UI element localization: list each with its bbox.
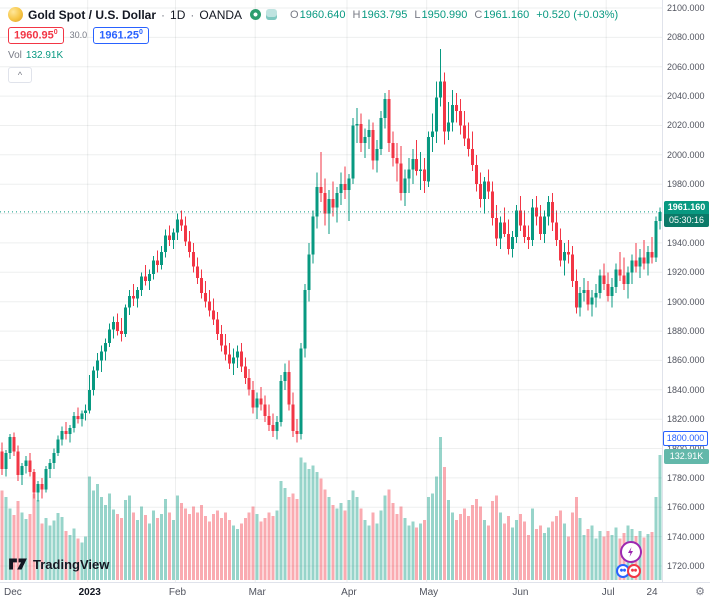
spread-value: 30.0 (69, 30, 88, 41)
time-tick: Jul (601, 587, 615, 598)
change-readout: +0.520 (+0.03%) (536, 8, 619, 21)
low-readout: L1950.990 (414, 8, 468, 21)
exchange-name: OANDA (199, 7, 243, 22)
flag-icon[interactable] (266, 9, 278, 20)
price-tick: 2020.000 (667, 120, 705, 131)
price-tick: 2100.000 (667, 3, 705, 13)
buy-ask-button[interactable]: 1961.250 (93, 27, 149, 44)
market-status-icon[interactable] (250, 9, 262, 20)
chart-legend: Gold Spot / U.S. Dollar · 1D · OANDA O19… (8, 6, 618, 83)
last-price-value: 1961.160 (664, 200, 709, 214)
chart-canvas[interactable] (0, 0, 662, 582)
price-tick: 1920.000 (667, 267, 705, 278)
interval-value[interactable]: 1D (170, 7, 186, 22)
tradingview-logo-mark (9, 558, 27, 570)
symbol-title[interactable]: Gold Spot / U.S. Dollar (28, 7, 157, 22)
separator: · (161, 7, 166, 22)
lightning-button[interactable] (620, 541, 642, 563)
price-tick: 1840.000 (667, 384, 705, 395)
alert-price-label[interactable]: 1800.000 (663, 430, 708, 446)
price-tick: 2040.000 (667, 91, 705, 102)
tradingview-logo-text: TradingView (33, 556, 110, 572)
price-tick: 1820.000 (667, 414, 705, 425)
volume-readout: Vol 132.91K (8, 49, 64, 61)
volume-axis-label: 132.91K (664, 449, 709, 464)
price-tick: 1800.000 (667, 444, 705, 454)
high-readout: H1963.795 (352, 8, 408, 21)
axis-settings-gear-icon[interactable]: ⚙ (695, 586, 705, 598)
bar-countdown: 05:30:16 (664, 213, 709, 227)
price-tick: 1880.000 (667, 326, 705, 337)
price-tick: 1780.000 (667, 472, 705, 483)
time-tick: May (419, 587, 439, 598)
ohlc-readout: O1960.640 H1963.795 L1950.990 C1961.160 … (290, 9, 618, 21)
time-tick: 2023 (78, 587, 101, 598)
emoji-reactions[interactable] (616, 564, 641, 578)
price-tick: 1980.000 (667, 179, 705, 190)
price-tick: 2080.000 (667, 32, 705, 43)
price-tick: 2000.000 (667, 149, 705, 160)
price-tick: 1760.000 (667, 502, 705, 513)
grid-layer (0, 0, 662, 582)
sell-bid-button[interactable]: 1960.950 (8, 27, 64, 44)
price-axis[interactable]: 1961.160 05:30:16 1800.000 132.91K 1720.… (662, 0, 710, 582)
price-tick: 2060.000 (667, 61, 705, 72)
time-tick: Feb (168, 587, 187, 598)
price-tick: 1860.000 (667, 355, 705, 366)
time-tick: Apr (341, 587, 357, 598)
volume-layer (0, 437, 662, 580)
separator: · (190, 7, 195, 22)
gold-symbol-icon (8, 7, 23, 22)
time-tick: Mar (248, 587, 266, 598)
candles-layer (0, 49, 662, 502)
lightning-icon (628, 547, 633, 557)
time-tick: Dec (4, 587, 22, 598)
close-readout: C1961.160 (474, 8, 530, 21)
price-tick: 1940.000 (667, 237, 705, 248)
candlestick-chart (0, 0, 662, 582)
last-price-label[interactable]: 1961.160 05:30:16 (664, 200, 709, 227)
emoji-red-icon[interactable] (627, 564, 641, 578)
time-tick: 24 (646, 587, 658, 598)
tradingview-logo[interactable]: TradingView (8, 556, 109, 572)
price-tick: 1900.000 (667, 296, 705, 307)
time-tick: Jun (512, 587, 529, 598)
price-tick: 1740.000 (667, 531, 705, 542)
open-readout: O1960.640 (290, 8, 346, 21)
time-axis[interactable]: ⚙ Dec 2023 Feb Mar Apr May Jun Jul 24 (0, 582, 710, 600)
price-tick: 1720.000 (667, 561, 705, 571)
collapse-legend-button[interactable]: ^ (8, 66, 32, 83)
